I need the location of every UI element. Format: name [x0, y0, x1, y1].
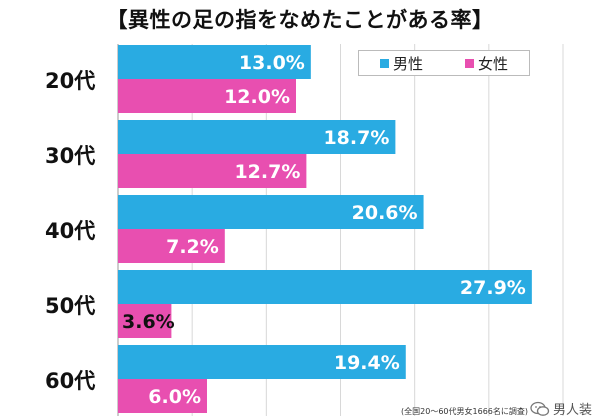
bar-female	[118, 379, 207, 413]
bar-male	[118, 195, 424, 229]
data-label-male: 13.0%	[239, 52, 305, 74]
bar-male	[118, 45, 311, 79]
wechat-icon	[530, 401, 550, 416]
legend-item-male: 男性	[379, 53, 423, 74]
data-label-male: 18.7%	[323, 127, 389, 149]
data-label-male: 27.9%	[460, 277, 526, 299]
bar-female	[118, 304, 172, 338]
footnote: (全国20～60代男女1666名に調査)	[401, 407, 528, 416]
data-label-male: 20.6%	[352, 202, 418, 224]
bar-female	[118, 154, 307, 188]
category-label: 20代	[45, 69, 95, 93]
legend-label-female: 女性	[477, 54, 508, 73]
legend-item-female: 女性	[464, 53, 508, 74]
bar-male	[118, 345, 406, 379]
bar-female	[118, 79, 296, 113]
bar-male	[118, 120, 396, 154]
bar-female	[118, 229, 225, 263]
category-label: 30代	[45, 144, 95, 168]
legend: 男性 女性	[358, 50, 530, 76]
data-label-female: 12.7%	[234, 161, 300, 183]
legend-label-male: 男性	[392, 54, 423, 73]
data-label-female: 12.0%	[224, 86, 290, 108]
chart-title: 【異性の足の指をなめたことがある率】	[106, 8, 494, 32]
category-label: 50代	[45, 294, 95, 318]
legend-swatch-male	[379, 58, 389, 68]
data-label-female: 6.0%	[148, 386, 201, 408]
category-label: 60代	[45, 369, 95, 393]
data-label-female: 3.6%	[122, 311, 175, 333]
bar-male	[118, 270, 532, 304]
legend-swatch-female	[464, 58, 474, 68]
data-label-female: 7.2%	[166, 236, 219, 258]
category-label: 40代	[45, 219, 95, 243]
data-label-male: 19.4%	[334, 352, 400, 374]
watermark-text: 男人装	[552, 403, 592, 418]
watermark: 男人装	[530, 399, 592, 418]
